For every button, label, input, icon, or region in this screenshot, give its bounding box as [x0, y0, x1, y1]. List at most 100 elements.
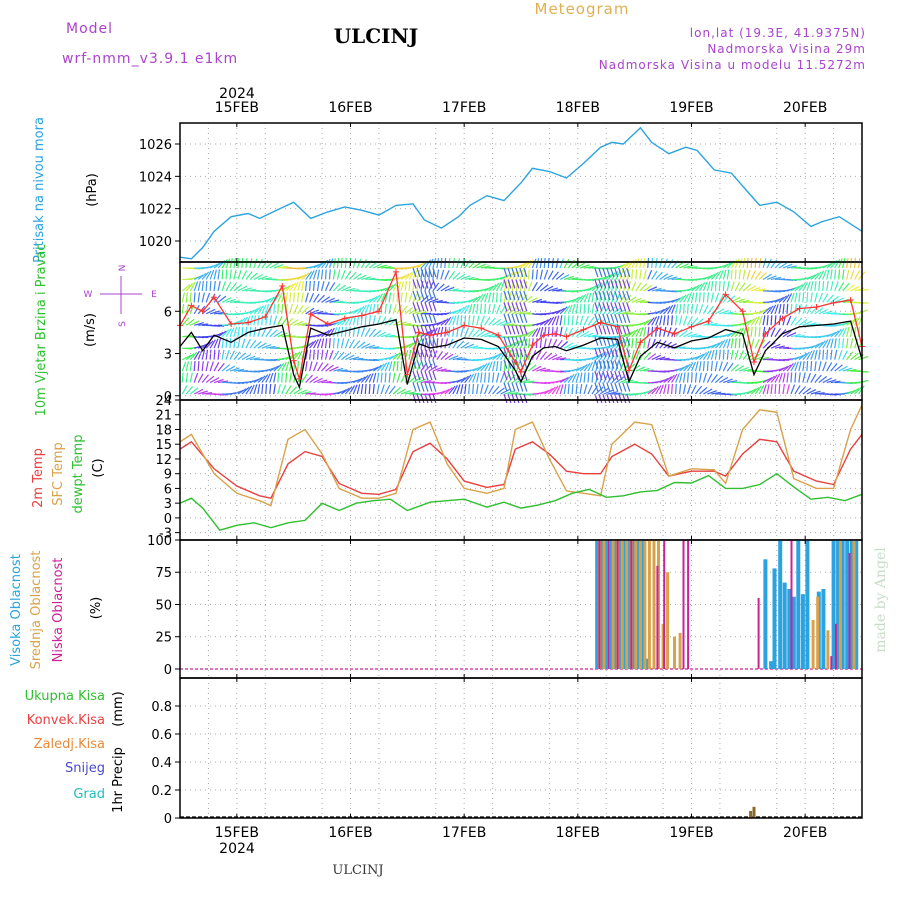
wind-arrow: [352, 307, 362, 315]
wind-arrow: [834, 364, 843, 372]
cloud-bar: [652, 540, 656, 669]
cloud-bar: [678, 632, 682, 669]
wind-arrow: [428, 279, 433, 289]
wind-arrow: [539, 258, 543, 269]
wind-arrow: [834, 259, 841, 269]
wind-arrow: [714, 280, 717, 291]
wind-arrow: [365, 297, 375, 303]
wind-arrow: [723, 332, 733, 338]
wind-arrow: [233, 368, 245, 372]
wind-arrow: [523, 336, 528, 346]
wind-arrow: [655, 258, 658, 269]
wind-arrow: [484, 303, 486, 314]
wind-gust-mark: [796, 305, 803, 312]
wind-arrow: [519, 325, 524, 335]
wind-arrow: [324, 269, 327, 280]
wind-arrow: [213, 261, 223, 269]
wind-arrow: [416, 267, 421, 278]
wind-arrow: [635, 299, 646, 303]
wind-arrow: [356, 326, 361, 337]
wind-arrow: [850, 338, 854, 349]
wind-arrow: [726, 338, 731, 349]
wind-arrow: [790, 384, 796, 395]
wind-arrow: [209, 263, 220, 269]
wind-arrow: [543, 269, 549, 280]
wind-arrow: [770, 327, 776, 337]
wind-arrow: [842, 282, 850, 292]
wind-arrow: [606, 313, 611, 324]
wind-arrow: [297, 281, 302, 292]
wind-arrow: [818, 292, 823, 303]
precip-ytick-label: 0.2: [151, 784, 172, 799]
wind-arrow: [388, 385, 396, 395]
wind-gust-mark: [392, 268, 399, 275]
wind-arrow: [392, 372, 396, 383]
wind-arrow: [794, 385, 801, 395]
wind-arrow: [647, 353, 657, 361]
wind-arrow: [221, 281, 226, 292]
wind-arrow: [464, 343, 475, 349]
compass-e: E: [151, 290, 157, 300]
wind-arrow: [308, 361, 313, 372]
wind-arrow: [575, 365, 586, 372]
wind-arrow: [436, 258, 440, 269]
wind-arrow: [464, 384, 467, 395]
wind-arrow: [305, 307, 315, 315]
wind-arrow: [325, 364, 334, 372]
wind-arrow: [324, 281, 330, 292]
wind-arrow: [536, 320, 546, 326]
wind-arrow: [361, 343, 371, 349]
wind-arrow: [635, 269, 638, 280]
wind-arrow: [214, 311, 225, 315]
wind-arrow: [846, 269, 850, 280]
model-name: wrf-nmm_v3.9.1 e1km: [62, 51, 238, 67]
wind-arrow: [618, 302, 623, 312]
wind-arrow: [372, 372, 377, 383]
wind-arrow: [217, 380, 229, 384]
wind-arrow: [316, 338, 322, 349]
wind-arrow: [392, 352, 401, 361]
wind-arrow: [519, 336, 524, 346]
wind-arrow: [814, 271, 822, 280]
wind-arrow: [400, 281, 405, 292]
wind-arrow: [392, 319, 403, 326]
wind-arrow: [838, 281, 845, 292]
wind-arrow: [615, 376, 625, 384]
wind-arrow: [622, 382, 627, 392]
wind-arrow: [659, 326, 662, 337]
wind-arrow: [794, 354, 805, 361]
wind-arrow: [610, 382, 615, 392]
wind-arrow: [842, 350, 848, 360]
wind-arrow: [217, 330, 227, 338]
wind-arrow: [571, 304, 576, 314]
wind-arrow: [622, 302, 627, 312]
wind-arrow: [758, 326, 761, 337]
wind-arrow: [305, 374, 313, 383]
wind-arrow: [536, 300, 547, 303]
wind-arrow: [197, 343, 208, 349]
wind-arrow: [802, 387, 812, 395]
wind-arrow: [428, 290, 433, 301]
wind-arrow: [181, 303, 185, 314]
wind-arrow: [305, 361, 308, 372]
temperature-ytick-label: 24: [155, 394, 172, 409]
wind-arrow: [428, 393, 433, 404]
wind-arrow: [675, 366, 685, 372]
cloud-ytick-label: 50: [155, 598, 172, 613]
top-day-label: 20FEB: [783, 100, 827, 116]
wind-arrow: [678, 372, 683, 383]
wind-arrow: [627, 296, 637, 303]
temp-label-2m: 2m Temp: [31, 448, 46, 508]
wind-arrow: [293, 281, 299, 292]
wind-arrow: [337, 284, 346, 292]
wind-arrow: [491, 361, 496, 372]
wind-arrow: [702, 292, 705, 303]
wind-arrow: [527, 328, 536, 338]
wind-arrow: [281, 361, 287, 372]
wind-arrow: [507, 302, 512, 312]
wind-arrow: [385, 334, 396, 338]
cloud-bar: [838, 540, 842, 669]
wind-arrow: [690, 384, 697, 395]
wind-gust-mark: [307, 311, 314, 318]
wind-arrow: [555, 326, 558, 337]
